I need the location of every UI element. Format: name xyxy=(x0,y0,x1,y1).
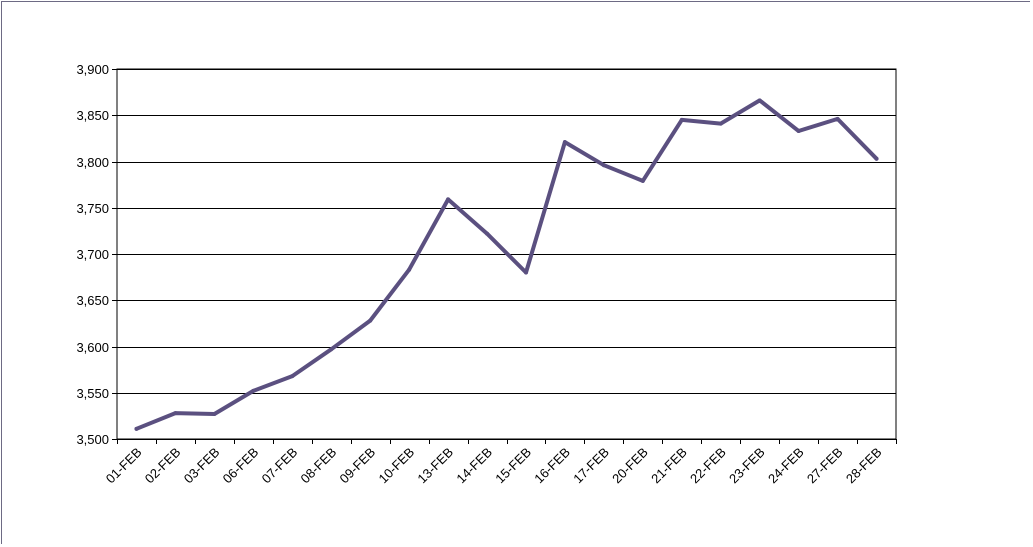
x-tick-label: 10-FEB xyxy=(375,445,417,487)
x-tick-label: 08-FEB xyxy=(298,445,340,487)
data-point xyxy=(523,270,528,275)
data-point xyxy=(329,347,334,352)
data-point xyxy=(290,374,295,379)
x-tick-label: 17-FEB xyxy=(570,445,612,487)
x-tick-label: 16-FEB xyxy=(531,445,573,487)
x-tick-label: 27-FEB xyxy=(804,445,846,487)
series-group xyxy=(134,98,879,431)
data-point xyxy=(173,411,178,416)
data-point xyxy=(212,412,217,417)
y-axis: 3,500 3,550 3,600 3,650 3,700 3,750 3,800 3,850… xyxy=(76,62,117,447)
y-tick-label: 3,550 xyxy=(76,386,109,401)
x-tick-label: 01-FEB xyxy=(103,445,145,487)
y-tick-label: 3,750 xyxy=(76,201,109,216)
y-tick-label: 3,500 xyxy=(76,432,109,447)
x-tick-label: 20-FEB xyxy=(609,445,651,487)
data-point xyxy=(640,178,645,183)
x-tick-label: 21-FEB xyxy=(648,445,690,487)
data-point xyxy=(718,121,723,126)
data-point xyxy=(368,318,373,323)
y-tick-label: 3,700 xyxy=(76,247,109,262)
y-tick-label: 3,900 xyxy=(76,62,109,77)
x-tick-label: 06-FEB xyxy=(220,445,262,487)
x-tick-label: 13-FEB xyxy=(414,445,456,487)
x-axis: 01-FEB02-FEB03-FEB06-FEB07-FEB08-FEB09-F… xyxy=(103,439,897,486)
data-point xyxy=(757,98,762,103)
data-point xyxy=(601,163,606,168)
data-point xyxy=(679,117,684,122)
x-tick-label: 09-FEB xyxy=(337,445,379,487)
x-tick-label: 23-FEB xyxy=(726,445,768,487)
x-tick-label: 07-FEB xyxy=(259,445,301,487)
y-tick-label: 3,850 xyxy=(76,108,109,123)
x-tick-label: 24-FEB xyxy=(765,445,807,487)
x-tick-label: 28-FEB xyxy=(843,445,885,487)
data-point xyxy=(874,156,879,161)
data-point xyxy=(796,128,801,133)
data-point xyxy=(835,116,840,121)
x-tick-label: 02-FEB xyxy=(142,445,184,487)
x-tick-label: 22-FEB xyxy=(687,445,729,487)
x-tick-label: 15-FEB xyxy=(492,445,534,487)
data-point xyxy=(485,231,490,236)
data-point xyxy=(562,140,567,145)
y-tick-label: 3,650 xyxy=(76,293,109,308)
series-line xyxy=(134,98,879,431)
x-tick-label: 14-FEB xyxy=(453,445,495,487)
y-tick-label: 3,600 xyxy=(76,340,109,355)
y-tick-label: 3,800 xyxy=(76,155,109,170)
data-point xyxy=(134,426,139,431)
data-point xyxy=(446,197,451,202)
data-point xyxy=(251,388,256,393)
data-point xyxy=(407,267,412,272)
x-tick-label: 03-FEB xyxy=(181,445,223,487)
